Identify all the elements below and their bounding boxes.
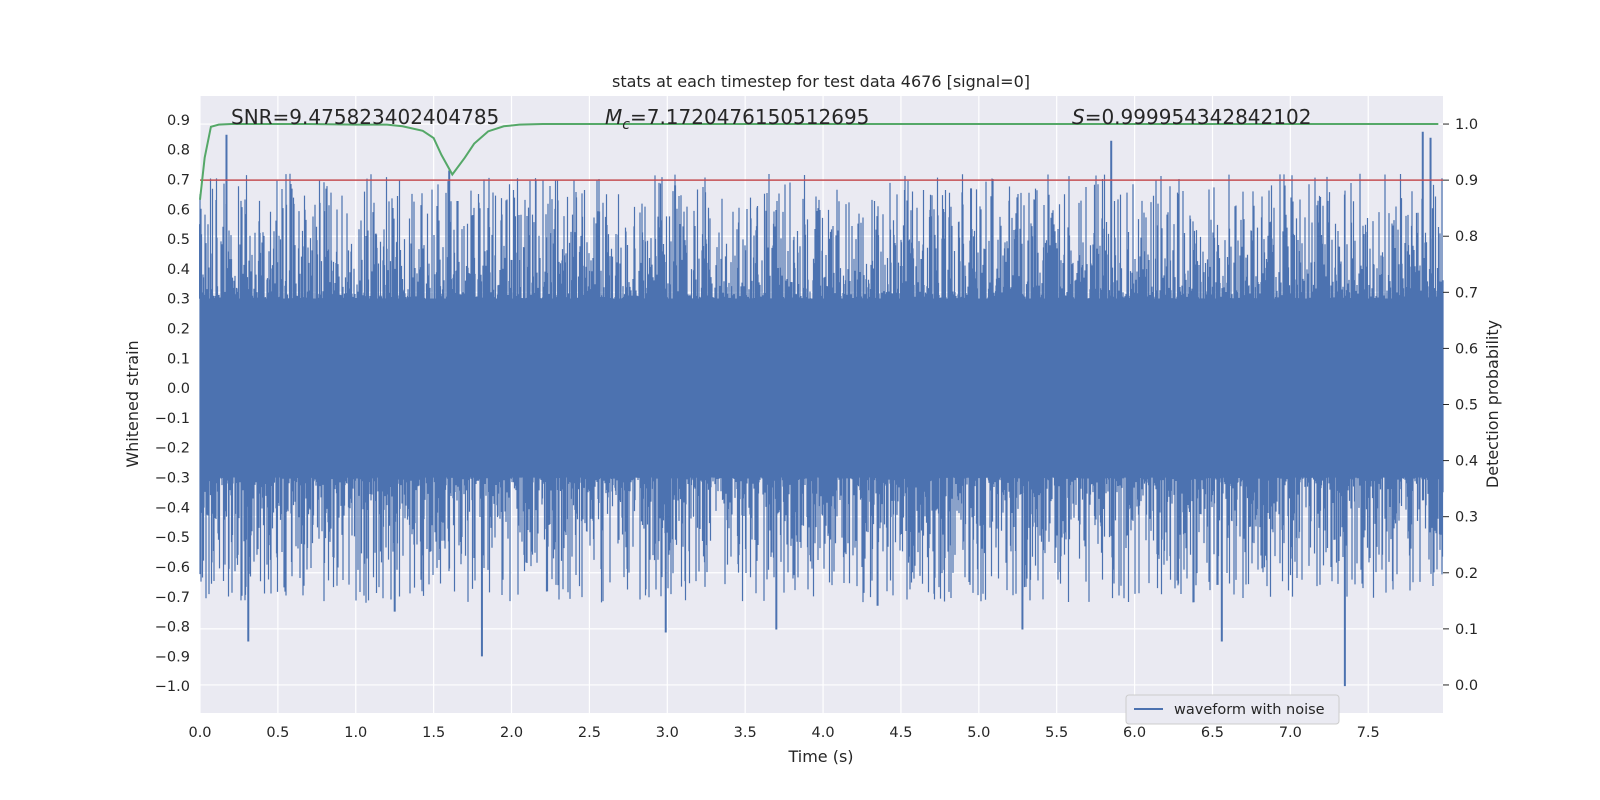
y-tick-label: −0.9 bbox=[155, 649, 190, 665]
y-axis-ticks: 0.9 0.8 0.7 0.6 0.5 0.4 0.3 0.2 0.1 0.0 −0.1 −0.2 −0… bbox=[155, 113, 190, 695]
y-tick-label: 0.1 bbox=[167, 351, 190, 367]
mc-symbol: M bbox=[605, 105, 622, 129]
probability-line bbox=[199, 123, 1439, 200]
y2-tick-label: 0.8 bbox=[1455, 229, 1478, 245]
x-tick-label: 5.5 bbox=[1045, 725, 1068, 741]
x-tick-label: 6.5 bbox=[1201, 725, 1224, 741]
s-symbol: S bbox=[1072, 105, 1085, 129]
s-value: =0.999954342842102 bbox=[1085, 105, 1312, 129]
y2-tick-label: 0.0 bbox=[1455, 678, 1478, 694]
x-tick-label: 2.5 bbox=[578, 725, 601, 741]
mc-value: =7.1720476150512695 bbox=[630, 105, 869, 129]
y-tick-label: −0.4 bbox=[155, 500, 190, 516]
mc-subscript: c bbox=[622, 117, 630, 133]
x-tick-label: 7.5 bbox=[1357, 725, 1380, 741]
legend-label-waveform: waveform with noise bbox=[1174, 702, 1325, 718]
y2-tick-label: 0.5 bbox=[1455, 398, 1478, 414]
y2-tick-label: 0.6 bbox=[1455, 341, 1478, 357]
x-tick-label: 1.0 bbox=[344, 725, 367, 741]
x-tick-label: 6.0 bbox=[1123, 725, 1146, 741]
x-tick-label: 1.5 bbox=[422, 725, 445, 741]
y-tick-label: 0.0 bbox=[167, 381, 190, 397]
y-tick-label: 0.5 bbox=[167, 232, 190, 248]
x-tick-label: 2.0 bbox=[500, 725, 523, 741]
y-tick-label: 0.7 bbox=[167, 172, 190, 188]
x-axis-label: Time (s) bbox=[787, 747, 853, 766]
y2-tick-label: 0.1 bbox=[1455, 622, 1478, 638]
y2-axis-ticks: 1.0 0.9 0.8 0.7 0.6 0.5 0.4 0.3 0.2 0.1 0.0 bbox=[1443, 117, 1478, 694]
y-tick-label: −0.1 bbox=[155, 411, 190, 427]
y2-tick-label: 0.4 bbox=[1455, 454, 1478, 470]
s-annotation: S=0.999954342842102 bbox=[1072, 105, 1311, 129]
plot-content bbox=[199, 123, 1444, 687]
x-tick-label: 3.0 bbox=[656, 725, 679, 741]
x-tick-label: 4.5 bbox=[889, 725, 912, 741]
x-tick-label: 0.0 bbox=[188, 725, 211, 741]
x-tick-label: 3.5 bbox=[734, 725, 757, 741]
chart-title: stats at each timestep for test data 467… bbox=[612, 72, 1030, 91]
legend-box bbox=[1125, 694, 1340, 725]
y-tick-label: 0.8 bbox=[167, 143, 190, 159]
y-tick-label: 0.2 bbox=[167, 321, 190, 337]
x-tick-label: 7.0 bbox=[1279, 725, 1302, 741]
y2-tick-label: 0.7 bbox=[1455, 285, 1478, 301]
y-tick-label: 0.9 bbox=[167, 113, 190, 129]
waveform-peaks bbox=[199, 131, 1432, 687]
x-axis-ticks: 0.0 0.5 1.0 1.5 2.0 2.5 3.0 3.5 4.0 4.5 5.0 5.5 6.0 6… bbox=[188, 725, 1379, 741]
y-tick-label: −1.0 bbox=[155, 679, 190, 695]
y-tick-label: −0.7 bbox=[155, 590, 190, 606]
y-axis-label: Whitened strain bbox=[123, 340, 142, 467]
mc-annotation: Mc=7.1720476150512695 bbox=[605, 105, 869, 133]
legend: waveform with noise bbox=[1125, 694, 1340, 725]
x-tick-label: 0.5 bbox=[266, 725, 289, 741]
y-tick-label: −0.2 bbox=[155, 441, 190, 457]
y-tick-label: 0.6 bbox=[167, 202, 190, 218]
snr-annotation: SNR=9.475823402404785 bbox=[231, 105, 499, 129]
x-tick-label: 5.0 bbox=[967, 725, 990, 741]
x-tick-label: 4.0 bbox=[812, 725, 835, 741]
waveform-spikes bbox=[199, 173, 1444, 603]
y-tick-label: 0.3 bbox=[167, 292, 190, 308]
y-tick-label: −0.6 bbox=[155, 560, 190, 576]
y-tick-label: 0.4 bbox=[167, 262, 190, 278]
y-tick-label: −0.8 bbox=[155, 620, 190, 636]
y2-tick-label: 1.0 bbox=[1455, 117, 1478, 133]
y-tick-label: −0.3 bbox=[155, 471, 190, 487]
y2-axis-label: Detection probability bbox=[1483, 320, 1502, 488]
y2-tick-label: 0.3 bbox=[1455, 510, 1478, 526]
y2-tick-label: 0.9 bbox=[1455, 173, 1478, 189]
y2-tick-label: 0.2 bbox=[1455, 566, 1478, 582]
y-tick-label: −0.5 bbox=[155, 530, 190, 546]
